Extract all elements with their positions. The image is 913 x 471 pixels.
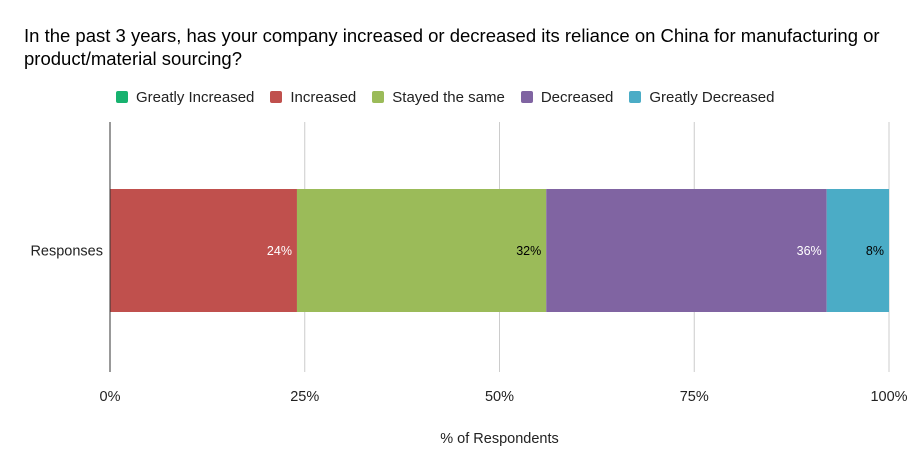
legend-swatch (372, 91, 385, 103)
bar-segment-greatly-decreased (826, 189, 889, 312)
bar-segment-decreased (546, 189, 827, 312)
legend-label: Greatly Decreased (649, 88, 775, 106)
category-label: Responses (30, 244, 103, 260)
legend: Greatly Increased Increased Stayed the sam… (116, 87, 790, 107)
data-label: 24% (267, 244, 292, 258)
x-tick-label: 50% (485, 389, 514, 405)
legend-label: Stayed the same (392, 88, 505, 106)
legend-item: Stayed the same (372, 89, 505, 106)
legend-label: Decreased (540, 88, 614, 106)
legend-item: Greatly Increased (116, 89, 254, 106)
axes: 0% 25% 50% 75% 100% Responses % of Respondents (30, 122, 908, 447)
legend-swatch (116, 91, 128, 103)
chart-title: In the past 3 years, has your company in… (24, 25, 880, 69)
data-label: 36% (797, 244, 822, 258)
legend-label: Greatly Increased (136, 88, 255, 106)
legend-swatch (520, 91, 533, 103)
legend-item: Greatly Decreased (629, 89, 774, 106)
legend-swatch (629, 91, 642, 103)
legend-swatch (270, 91, 283, 103)
data-labels: 24% 32% 36% 8% (267, 244, 884, 258)
data-label: 32% (516, 244, 541, 258)
legend-label: Increased (290, 88, 357, 106)
bar-group (110, 189, 889, 312)
x-tick-label: 100% (870, 389, 907, 405)
x-tick-label: 75% (680, 389, 709, 405)
bar-segment-increased (110, 189, 297, 312)
legend-item: Increased (270, 89, 356, 106)
legend-item: Decreased (520, 88, 614, 106)
x-tick-label: 0% (100, 389, 121, 405)
x-tick-label: 25% (290, 389, 319, 405)
data-label: 8% (866, 244, 884, 258)
bar-segment-stayed-the-same (296, 189, 547, 312)
x-axis-title: % of Respondents (440, 431, 559, 447)
